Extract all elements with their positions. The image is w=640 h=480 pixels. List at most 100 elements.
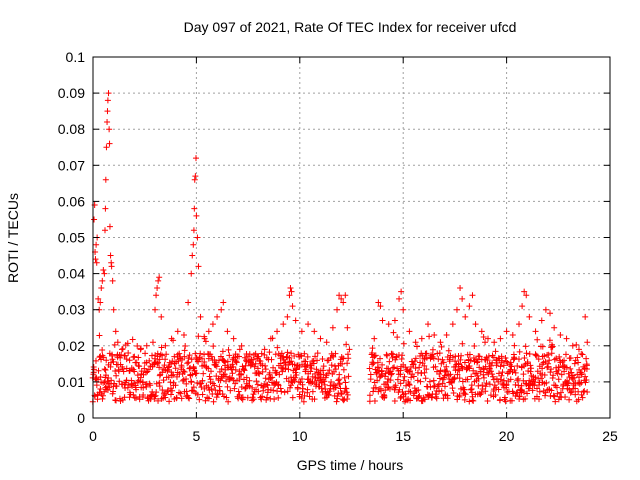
dense-data-point bbox=[259, 362, 266, 369]
dense-data-point bbox=[326, 367, 333, 374]
dense-data-point bbox=[102, 367, 109, 374]
dense-data-point bbox=[549, 343, 556, 350]
dense-data-point bbox=[511, 342, 518, 349]
data-point bbox=[104, 97, 111, 104]
dense-data-point bbox=[156, 372, 163, 379]
data-point bbox=[102, 205, 109, 212]
data-point bbox=[105, 90, 112, 97]
dense-data-point bbox=[369, 361, 376, 368]
dense-data-point bbox=[579, 351, 586, 358]
dense-data-point bbox=[159, 352, 166, 359]
dense-data-point bbox=[246, 383, 253, 390]
dense-data-point bbox=[108, 377, 115, 384]
dense-data-point bbox=[436, 371, 443, 378]
data-point bbox=[519, 303, 526, 310]
dense-data-point bbox=[497, 376, 504, 383]
dense-data-point bbox=[471, 343, 478, 350]
dense-data-point bbox=[416, 364, 423, 371]
data-point bbox=[457, 285, 464, 292]
dense-data-point bbox=[199, 391, 206, 398]
dense-data-point bbox=[387, 377, 394, 384]
dense-data-point bbox=[328, 378, 335, 385]
data-point bbox=[101, 270, 108, 277]
dense-data-point bbox=[99, 346, 106, 353]
dense-data-point bbox=[549, 344, 556, 351]
dense-data-point bbox=[474, 358, 481, 365]
dense-data-point bbox=[230, 377, 237, 384]
dense-data-point bbox=[456, 375, 463, 382]
data-point bbox=[323, 339, 330, 346]
dense-data-point bbox=[546, 337, 553, 344]
dense-data-point bbox=[340, 397, 347, 404]
data-point bbox=[143, 342, 150, 349]
dense-data-point bbox=[484, 357, 491, 364]
data-point bbox=[137, 346, 144, 353]
y-tick-label: 0 bbox=[77, 410, 85, 426]
data-point bbox=[466, 303, 473, 310]
dense-data-point bbox=[438, 343, 445, 350]
dense-data-point bbox=[397, 394, 404, 401]
dense-data-point bbox=[339, 360, 346, 367]
dense-data-point bbox=[291, 378, 298, 385]
dense-data-point bbox=[522, 395, 529, 402]
data-point bbox=[220, 299, 227, 306]
dense-data-point bbox=[541, 371, 548, 378]
dense-data-point bbox=[279, 368, 286, 375]
data-point bbox=[153, 292, 160, 299]
dense-data-point bbox=[90, 364, 97, 371]
dense-data-point bbox=[263, 394, 270, 401]
dense-data-point bbox=[344, 360, 351, 367]
data-point bbox=[398, 288, 405, 295]
dense-data-point bbox=[474, 372, 481, 379]
dense-data-point bbox=[183, 388, 190, 395]
data-point bbox=[192, 155, 199, 162]
data-point bbox=[342, 292, 349, 299]
dense-data-point bbox=[454, 371, 461, 378]
dense-data-point bbox=[391, 364, 398, 371]
data-point bbox=[459, 295, 466, 302]
dense-data-point bbox=[332, 350, 339, 357]
dense-data-point bbox=[342, 379, 349, 386]
dense-data-point bbox=[246, 377, 253, 384]
dense-data-point bbox=[195, 333, 202, 340]
data-point bbox=[158, 313, 165, 320]
dense-data-point bbox=[558, 371, 565, 378]
dense-data-point bbox=[242, 362, 249, 369]
data-point bbox=[209, 321, 216, 328]
dense-data-point bbox=[551, 393, 558, 400]
dense-data-point bbox=[411, 358, 418, 365]
dense-data-point bbox=[181, 353, 188, 360]
data-point bbox=[396, 295, 403, 302]
dense-data-point bbox=[371, 353, 378, 360]
dense-data-point bbox=[553, 384, 560, 391]
dense-data-point bbox=[573, 341, 580, 348]
y-tick-label: 0.03 bbox=[58, 302, 85, 318]
data-point bbox=[472, 321, 479, 328]
dense-data-point bbox=[173, 395, 180, 402]
dense-data-point bbox=[92, 357, 99, 364]
dense-data-point bbox=[483, 380, 490, 387]
dense-data-point bbox=[371, 397, 378, 404]
dense-data-point bbox=[526, 351, 533, 358]
dense-data-point bbox=[385, 384, 392, 391]
dense-data-point bbox=[572, 391, 579, 398]
x-tick-label: 5 bbox=[193, 428, 201, 444]
dense-data-point bbox=[283, 353, 290, 360]
dense-data-point bbox=[430, 377, 437, 384]
dense-data-point bbox=[274, 344, 281, 351]
dense-data-point bbox=[385, 376, 392, 383]
dense-data-point bbox=[122, 352, 129, 359]
dense-data-point bbox=[242, 385, 249, 392]
dense-data-point bbox=[400, 340, 407, 347]
data-point bbox=[287, 285, 294, 292]
dense-data-point bbox=[534, 336, 541, 343]
data-point bbox=[99, 277, 106, 284]
dense-data-point bbox=[476, 364, 483, 371]
dense-data-point bbox=[583, 362, 590, 369]
dense-data-point bbox=[232, 358, 239, 365]
dense-data-point bbox=[136, 363, 143, 370]
dense-data-point bbox=[477, 368, 484, 375]
dense-data-point bbox=[332, 382, 339, 389]
dense-data-point bbox=[470, 367, 477, 374]
dense-data-point bbox=[486, 381, 493, 388]
